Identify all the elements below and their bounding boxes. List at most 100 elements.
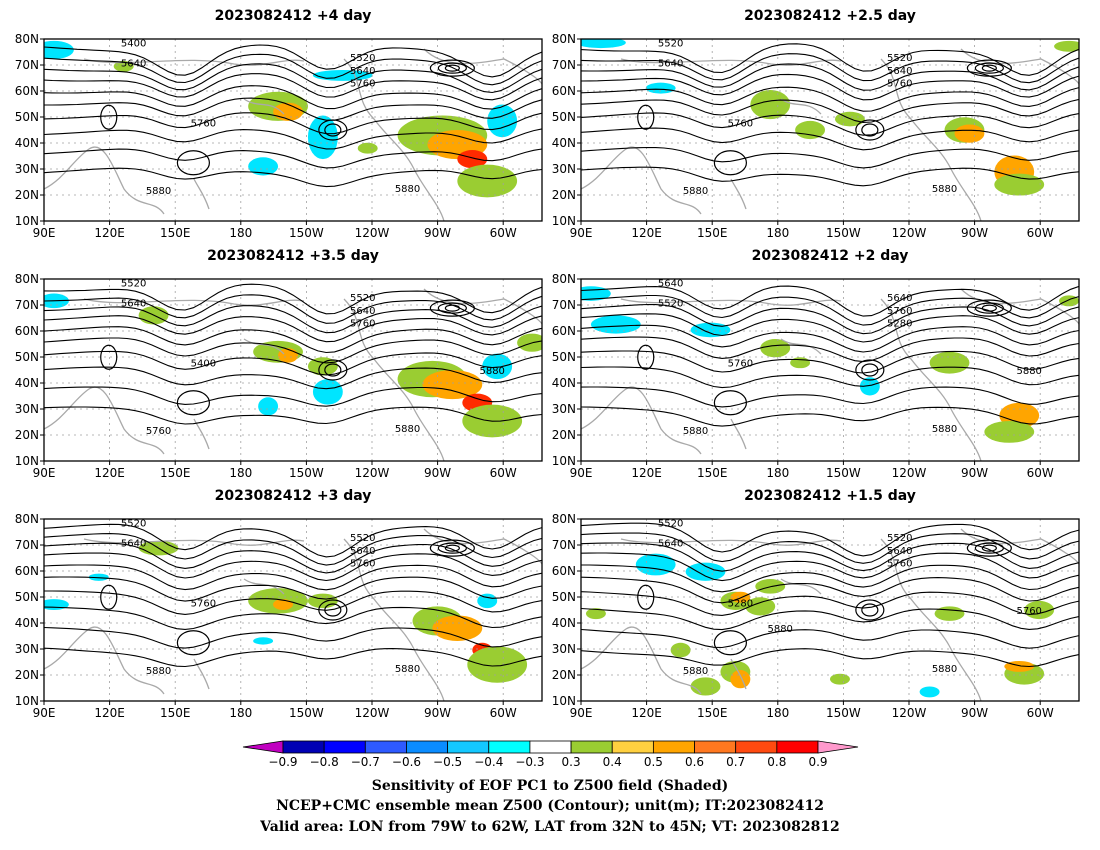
sensitivity-shading — [307, 593, 338, 609]
lon-label: 150W — [826, 706, 861, 720]
lon-label: 90W — [961, 706, 988, 720]
closed-contour — [855, 599, 885, 621]
lat-label: 80N — [15, 272, 39, 286]
contour-label: 5760 — [887, 306, 912, 317]
z500-contour — [44, 283, 542, 315]
lon-label: 120W — [892, 226, 927, 240]
sensitivity-shading — [795, 120, 826, 140]
sensitivity-shading — [467, 646, 528, 683]
panel-title: 2023082412 +2 day — [752, 248, 909, 264]
contour-label: 5520 — [350, 533, 375, 544]
contour-label: 5880 — [395, 184, 420, 195]
contour-label: 5640 — [887, 293, 912, 304]
z500-contour — [44, 326, 542, 354]
closed-contour — [444, 64, 460, 72]
sensitivity-shading — [585, 608, 606, 620]
closed-contour — [100, 104, 118, 130]
contour-label: 5640 — [350, 306, 375, 317]
coastline — [880, 538, 982, 701]
colorbar-tick: −0.6 — [392, 755, 421, 769]
closed-contour — [100, 584, 118, 610]
z500-contour — [581, 564, 1079, 593]
lon-label: 90W — [961, 466, 988, 480]
lon-label: 120W — [355, 466, 390, 480]
z500-contour — [581, 127, 1079, 151]
lon-label: 60W — [490, 706, 517, 720]
lat-label: 80N — [15, 512, 39, 526]
closed-contour — [713, 630, 747, 656]
lon-label: 60W — [490, 226, 517, 240]
sensitivity-shading — [730, 670, 751, 689]
sensitivity-shading — [517, 333, 542, 352]
lon-label: 150E — [160, 706, 191, 720]
map-frame — [580, 518, 1080, 702]
lat-label: 60N — [552, 564, 576, 578]
lat-label: 50N — [552, 110, 576, 124]
lon-label: 120W — [355, 706, 390, 720]
lat-label: 10N — [15, 214, 39, 228]
closed-contour — [444, 544, 460, 552]
contour-label: 5520 — [121, 519, 146, 530]
map-background — [44, 279, 542, 461]
z500-contour — [581, 386, 1079, 408]
lat-label: 50N — [15, 350, 39, 364]
lat-label: 10N — [552, 694, 576, 708]
lon-label: 150E — [160, 226, 191, 240]
colorbar-swatch — [611, 740, 654, 754]
contour-label: 5520 — [887, 53, 912, 64]
lon-label: 180 — [766, 226, 789, 240]
colorbar-swatch — [488, 740, 531, 754]
closed-contour — [855, 119, 885, 141]
colorbar-min-arrow — [242, 740, 284, 754]
map-panel: 2023082412 +1.5 day 5520 5640 5520 5640 5760 5… — [552, 488, 1080, 720]
closed-contour — [713, 150, 747, 176]
closed-contour — [429, 539, 475, 557]
lon-label: 120E — [94, 466, 125, 480]
closed-contour — [861, 603, 879, 617]
contour-label: 5880 — [767, 624, 792, 635]
lat-label: 80N — [15, 32, 39, 46]
z500-contour — [581, 98, 1079, 123]
coastline — [343, 538, 445, 701]
sensitivity-shading — [994, 173, 1045, 196]
z500-contour — [581, 532, 1079, 564]
colorbar-swatch — [323, 740, 366, 754]
colorbar-swatch — [529, 740, 572, 754]
z500-contour — [581, 628, 1079, 649]
lon-label: 90E — [570, 706, 593, 720]
z500-contour — [581, 350, 1079, 374]
sensitivity-shading — [44, 40, 74, 60]
closed-contour — [100, 344, 118, 370]
lon-label: 120E — [94, 706, 125, 720]
closed-contour — [437, 542, 467, 554]
contour-label: 5760 — [146, 426, 171, 437]
caption-line-1: Sensitivity of EOF PC1 to Z500 field (Sh… — [372, 778, 728, 794]
sensitivity-shading — [690, 677, 721, 696]
coastline — [960, 48, 1079, 85]
z500-contour — [581, 552, 1079, 582]
z500-contour — [44, 552, 542, 582]
contour-label: 5640 — [350, 66, 375, 77]
sensitivity-shading — [750, 89, 791, 120]
contour-label: 5640 — [887, 546, 912, 557]
coastline — [44, 146, 165, 215]
contour-label: 5640 — [658, 539, 683, 550]
colorbar-swatch — [406, 740, 449, 754]
lat-label: 70N — [552, 538, 576, 552]
lat-label: 70N — [15, 298, 39, 312]
z500-contour — [581, 112, 1079, 136]
closed-contour — [981, 64, 997, 72]
z500-contour — [44, 167, 542, 188]
closed-contour — [437, 62, 467, 74]
colorbar: −0.9 −0.8 −0.7 −0.6 −0.5 −0.4 −0.3 0.3 0.4 0.5 0.6… — [242, 740, 859, 769]
z500-contour — [44, 85, 542, 110]
lon-label: 90E — [33, 226, 56, 240]
map-frame — [580, 38, 1080, 222]
z500-contour — [581, 313, 1079, 343]
lat-label: 40N — [552, 616, 576, 630]
contour-label: 5880 — [146, 186, 171, 197]
lon-label: 150E — [697, 466, 728, 480]
closed-contour — [176, 630, 210, 656]
lat-label: 20N — [15, 188, 39, 202]
lon-label: 120E — [631, 226, 662, 240]
